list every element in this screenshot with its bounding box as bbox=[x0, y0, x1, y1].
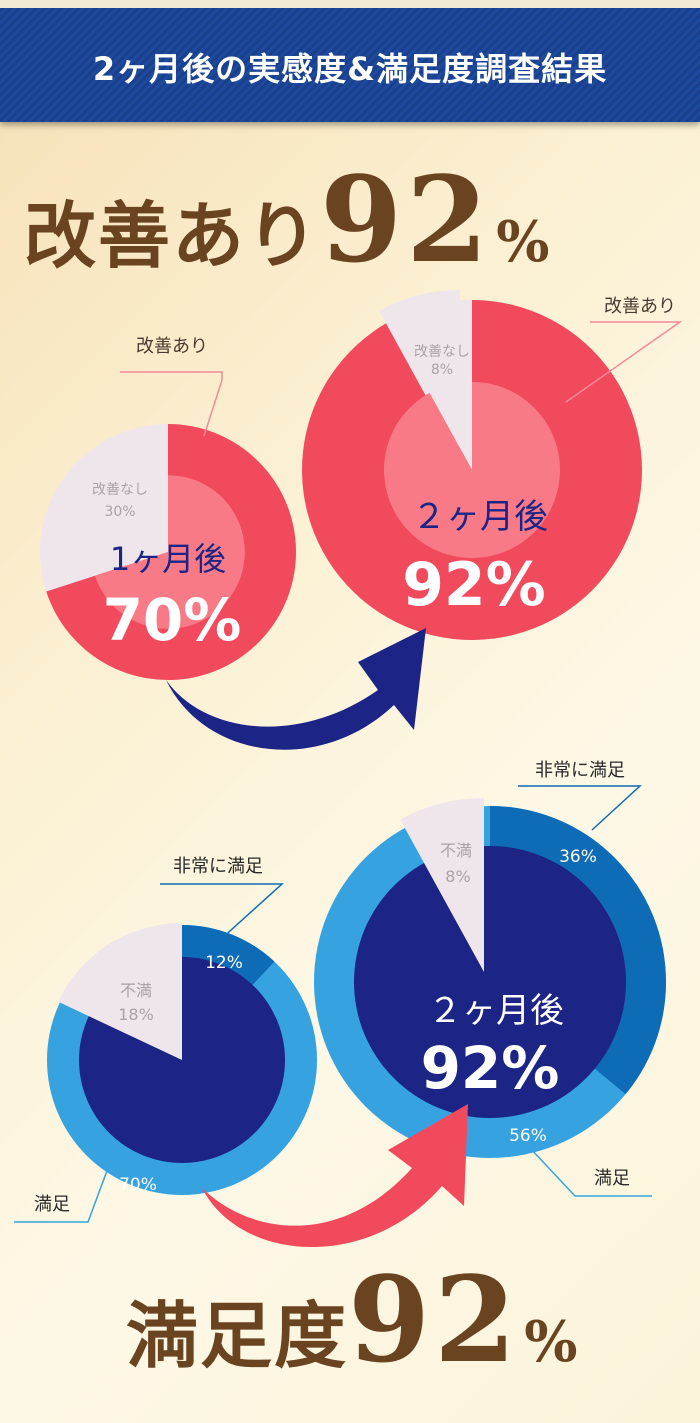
pie4-annotation-line-very-satisfied bbox=[518, 785, 642, 831]
pie2-slice-improved-inner bbox=[384, 382, 561, 558]
pie1-annotation-label: 改善あり bbox=[136, 336, 208, 357]
pie3-annotation-line-satisfied bbox=[14, 1167, 109, 1223]
pie1-label-not-improved-value: 30% bbox=[104, 504, 135, 520]
header-top-band bbox=[0, 0, 700, 8]
pie3-annotation-line-very-satisfied bbox=[160, 883, 284, 941]
headline-satisfaction: 満足度92% bbox=[126, 1250, 577, 1389]
pie1-value-label: 70% bbox=[103, 586, 242, 654]
headline-improvement-unit: % bbox=[496, 209, 550, 275]
pie4-annotation-line-satisfied bbox=[529, 1147, 652, 1197]
pie2-label-not-improved: 改善なし bbox=[414, 344, 470, 360]
pie1-slice-improved-inner bbox=[94, 475, 245, 629]
pie4-inner-disc bbox=[354, 846, 626, 1118]
pie1-period-label: 1ヶ月後 bbox=[110, 540, 226, 578]
pie4-value-label: 92% bbox=[421, 1034, 560, 1102]
headline-improvement-number: 92 bbox=[320, 150, 493, 289]
header-title: 2ヶ月後の実感度&満足度調査結果 bbox=[92, 50, 608, 88]
arrow-red bbox=[202, 1104, 468, 1248]
pie3-label-very-satisfied: 12% bbox=[205, 953, 243, 973]
headline-improvement: 改善あり92% bbox=[24, 150, 549, 289]
pie1-annotation-line bbox=[120, 371, 223, 437]
pie4-label-satisfied: 56% bbox=[509, 1126, 547, 1146]
pie4-label-unsatisfied-value: 8% bbox=[445, 867, 470, 886]
headline-satisfaction-number: 92 bbox=[348, 1250, 521, 1389]
pie3-annotation-satisfied: 満足 bbox=[34, 1194, 70, 1215]
pie3-label-satisfied: 70% bbox=[119, 1175, 157, 1195]
pie2-label-not-improved-value: 8% bbox=[431, 362, 453, 378]
pie2-period-label: ２ヶ月後 bbox=[412, 497, 548, 537]
pie4-slice-unsatisfied bbox=[400, 798, 484, 972]
pie4-label-very-satisfied: 36% bbox=[559, 847, 597, 867]
pie2-annotation-line bbox=[565, 321, 683, 403]
pie4-annotation-satisfied: 満足 bbox=[594, 1168, 630, 1189]
pie3-label-unsatisfied: 不満 bbox=[120, 981, 152, 1000]
pie3-annotation-very-satisfied: 非常に満足 bbox=[173, 856, 263, 877]
pie2-value-label: 92% bbox=[402, 550, 546, 620]
pie4-label-unsatisfied: 不満 bbox=[440, 841, 472, 860]
pie2-annotation-label: 改善あり bbox=[604, 296, 676, 317]
headline-improvement-text: 改善あり bbox=[24, 193, 321, 278]
pie4-period-label: ２ヶ月後 bbox=[428, 991, 564, 1031]
header-banner: 2ヶ月後の実感度&満足度調査結果 bbox=[0, 0, 700, 122]
pie4-annotation-very-satisfied: 非常に満足 bbox=[535, 760, 625, 781]
arrow-navy bbox=[166, 628, 426, 750]
headline-satisfaction-text: 満足度 bbox=[126, 1293, 349, 1378]
pie3-label-unsatisfied-value: 18% bbox=[118, 1005, 154, 1024]
pie1-label-not-improved: 改善なし bbox=[92, 482, 148, 498]
headline-satisfaction-unit: % bbox=[524, 1309, 578, 1375]
pie3-slice-unsatisfied bbox=[58, 922, 182, 1060]
